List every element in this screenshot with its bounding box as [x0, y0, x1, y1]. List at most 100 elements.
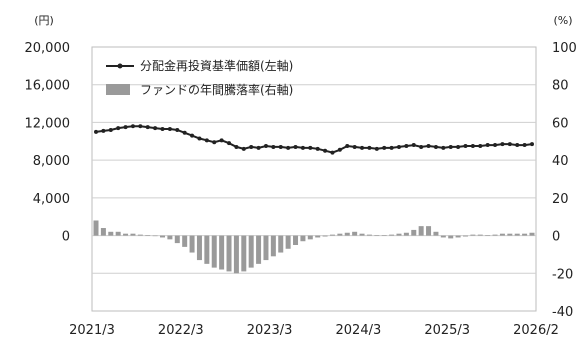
- bar: [196, 235, 202, 261]
- line-point: [263, 144, 268, 148]
- bar: [462, 235, 468, 237]
- line-point: [315, 146, 320, 151]
- y-left-tick-label: 0: [62, 230, 70, 245]
- x-tick-label: 2024/3: [336, 323, 382, 338]
- bar: [123, 233, 129, 236]
- line-series: [94, 124, 534, 155]
- legend-label-bar: ファンドの年間騰落率(右軸): [140, 82, 293, 97]
- bar: [352, 231, 358, 236]
- line-point: [507, 142, 512, 147]
- bar: [389, 234, 395, 236]
- y-right-tick-label: -40: [552, 305, 573, 320]
- x-tick-label: 2025/3: [424, 323, 470, 338]
- bar: [522, 233, 528, 236]
- line-point: [515, 143, 520, 148]
- bar: [514, 233, 520, 236]
- bar-series: [93, 220, 535, 274]
- bar: [366, 234, 372, 236]
- bar: [204, 235, 210, 264]
- line-point: [101, 128, 106, 133]
- line-point: [241, 146, 246, 151]
- bar: [137, 234, 143, 236]
- line-point: [278, 144, 283, 149]
- bar: [426, 226, 432, 236]
- bar: [145, 235, 151, 236]
- line-point: [167, 127, 172, 132]
- line-point: [130, 124, 135, 129]
- bar: [189, 235, 195, 253]
- y-right-tick-label: 60: [552, 116, 569, 131]
- line-point: [367, 145, 372, 150]
- y-left-tick-label: 4,000: [33, 192, 70, 207]
- bar: [174, 235, 180, 244]
- y-right-tick-label: -20: [552, 267, 573, 282]
- bar: [108, 231, 114, 236]
- bar: [418, 226, 424, 236]
- line-point: [323, 148, 328, 153]
- y-left-tick-label: 8,000: [33, 154, 70, 169]
- bar: [499, 233, 505, 236]
- line-point: [337, 147, 342, 152]
- line-point: [485, 143, 490, 148]
- x-tick-label: 2023/3: [247, 323, 293, 338]
- line-point: [116, 126, 121, 131]
- y-left-tick-label: 12,000: [25, 116, 71, 131]
- line-point: [360, 145, 365, 150]
- line-point: [286, 145, 291, 150]
- line-point: [463, 144, 468, 148]
- bar: [359, 233, 365, 236]
- line-point: [234, 144, 239, 149]
- bar: [211, 235, 217, 268]
- y-right-tick-label: 40: [552, 154, 569, 169]
- line-point: [94, 129, 98, 134]
- line-point: [493, 143, 498, 148]
- bar: [263, 235, 269, 261]
- line-point: [382, 145, 387, 150]
- line-point: [123, 125, 128, 130]
- line-point: [478, 144, 483, 148]
- y-left-tick-label: 16,000: [25, 79, 71, 94]
- line-point: [204, 138, 209, 143]
- bar: [233, 235, 239, 274]
- bar: [278, 235, 284, 253]
- bar: [182, 235, 188, 247]
- x-ticks: 2021/3 2022/3 2023/3 2024/3 2025/3 2026/2: [69, 323, 559, 338]
- line-point: [227, 141, 232, 146]
- plot-frame: [91, 46, 537, 312]
- line-point: [153, 126, 158, 131]
- legend-label-line: 分配金再投資基準価額(左軸): [140, 58, 293, 73]
- bar: [160, 235, 166, 238]
- x-tick-label: 2021/3: [69, 323, 115, 338]
- y-right-tick-label: 20: [552, 192, 569, 207]
- bar: [248, 235, 254, 268]
- line-point: [219, 138, 224, 143]
- line-point: [197, 136, 202, 141]
- line-point: [249, 144, 254, 149]
- line-point: [145, 125, 150, 130]
- bar: [344, 232, 350, 236]
- bar: [285, 235, 291, 249]
- line-point: [300, 145, 305, 150]
- bar: [433, 231, 439, 236]
- y-right-ticks: 100 80 60 40 20 0 -20 -40: [552, 41, 577, 320]
- bar: [477, 234, 483, 236]
- line-point: [330, 150, 335, 155]
- line-point: [108, 127, 113, 132]
- line-point: [212, 140, 217, 145]
- line-point: [138, 124, 143, 129]
- x-tick-label: 2026/2: [513, 323, 559, 338]
- line-point: [182, 130, 187, 135]
- bar: [152, 235, 158, 237]
- bar: [219, 235, 225, 270]
- bar: [529, 232, 535, 236]
- line-point: [500, 142, 505, 147]
- line-point: [160, 127, 165, 132]
- bar: [322, 235, 328, 237]
- line-point: [345, 144, 350, 148]
- y-left-ticks: 20,000 16,000 12,000 8,000 4,000 0: [25, 41, 71, 245]
- bar: [130, 233, 136, 236]
- line-point: [470, 144, 475, 148]
- bar: [411, 229, 417, 236]
- bar: [455, 235, 461, 238]
- bar: [396, 233, 402, 236]
